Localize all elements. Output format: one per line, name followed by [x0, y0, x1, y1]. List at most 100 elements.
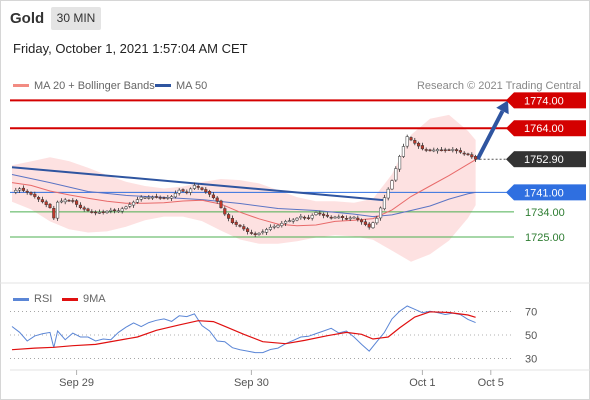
x-tick-label: Sep 30 [234, 377, 269, 389]
ma20-line [11, 159, 476, 227]
candle [219, 200, 223, 208]
last-price-box [514, 151, 586, 168]
candle [101, 211, 105, 213]
candle [470, 154, 474, 158]
candle [185, 191, 189, 194]
candle [48, 203, 52, 208]
candle [386, 188, 390, 199]
projection-arrow-shaft [475, 110, 505, 161]
pivot-level-label: 1741.00 [524, 187, 564, 199]
candle [371, 222, 375, 229]
pivot-label-pointer [506, 184, 514, 201]
ma-bollinger-legend-label: MA 20 + Bollinger Bands [34, 80, 155, 92]
candle [322, 213, 326, 216]
candle [462, 152, 466, 155]
candle [398, 156, 402, 170]
candle [409, 137, 413, 141]
resistance-level-label: 1774.00 [524, 95, 564, 107]
candle [158, 197, 162, 199]
candle [318, 212, 322, 215]
candle [173, 193, 177, 198]
candle [348, 217, 352, 220]
resistance-level-label: 1764.00 [524, 123, 564, 135]
candle [360, 219, 364, 223]
candle [82, 207, 86, 210]
candle [86, 208, 90, 212]
candle [227, 214, 231, 219]
candle [189, 188, 193, 193]
candle [280, 223, 284, 226]
candle [208, 191, 212, 195]
candle [265, 229, 269, 233]
candle [116, 210, 120, 213]
candle [170, 196, 174, 199]
rsi-tick-label: 30 [525, 354, 537, 366]
candle [337, 216, 341, 219]
candle [261, 231, 265, 233]
candle [417, 142, 421, 147]
candle [109, 209, 113, 212]
candle [223, 208, 227, 215]
candle [295, 217, 299, 221]
pivot-label-box [514, 184, 586, 201]
candle [52, 208, 56, 219]
candle [287, 220, 291, 222]
candle [253, 233, 257, 235]
support-level-label: 1734.00 [525, 207, 565, 219]
candle [455, 149, 459, 152]
rsi-9ma-line [11, 311, 476, 351]
candle [63, 199, 67, 203]
candle [94, 211, 98, 214]
candle [443, 149, 447, 151]
rsi-tick-label: 70 [525, 306, 537, 318]
candle [37, 197, 41, 200]
candle [166, 197, 170, 199]
candle [105, 210, 109, 214]
ma-bollinger-legend-swatch [13, 84, 29, 87]
instrument-title: Gold [10, 10, 45, 27]
candle [257, 232, 261, 235]
candle [306, 217, 310, 219]
candle [40, 199, 44, 203]
last-price-pointer [506, 151, 514, 168]
candle [379, 207, 383, 219]
candle [325, 214, 329, 217]
candle [246, 228, 250, 232]
rsi-tick-label: 50 [525, 330, 537, 342]
trendline [11, 166, 385, 202]
candle [291, 219, 295, 222]
candle [71, 200, 75, 202]
candle [356, 217, 360, 220]
candle [154, 196, 158, 198]
candle [428, 149, 432, 152]
timeframe-button[interactable]: 30 MIN [51, 7, 101, 30]
candle [215, 197, 219, 202]
candle [177, 189, 181, 194]
candle [363, 221, 367, 225]
candle [303, 216, 307, 219]
x-tick-label: Oct 1 [409, 377, 435, 389]
ma9-legend-label: 9MA [83, 293, 106, 305]
projection-arrow-head [496, 100, 509, 115]
candle [424, 149, 428, 151]
candle [436, 149, 440, 152]
candle [75, 200, 79, 205]
candle [367, 223, 371, 228]
ma50-legend-swatch [155, 84, 171, 87]
candle [147, 197, 151, 199]
candle [401, 146, 405, 157]
candle [299, 216, 303, 219]
candle [413, 140, 417, 144]
candle [192, 185, 196, 189]
candle [242, 226, 246, 230]
candle [120, 208, 124, 212]
ma50-legend-label: MA 50 [176, 80, 208, 92]
x-tick-label: Oct 5 [478, 377, 504, 389]
candle [234, 221, 238, 225]
last-price-label: 1752.90 [524, 154, 564, 166]
candle [128, 204, 132, 207]
candle [56, 201, 60, 219]
candle [200, 187, 204, 190]
candle [432, 149, 436, 152]
